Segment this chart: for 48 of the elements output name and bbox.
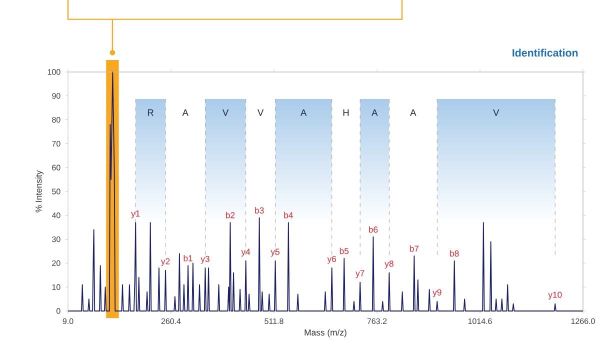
annotation: A — [410, 109, 416, 116]
y-tick-label: 70 — [52, 140, 60, 147]
band-label: V — [493, 109, 500, 116]
chart-title: Identification — [512, 48, 578, 57]
band-label: V — [222, 109, 229, 116]
annotation: b2 — [226, 212, 235, 218]
y-tick-label: 0 — [56, 308, 60, 314]
annotation: b5 — [340, 248, 349, 254]
x-tick-label: 763.2 — [367, 318, 387, 324]
annotation: y10 — [548, 292, 562, 300]
x-tick-label: 511.8 — [264, 318, 284, 324]
y-tick-label: 20 — [52, 260, 60, 266]
annotation: y2 — [160, 258, 170, 266]
annotation: H — [343, 109, 349, 116]
annotation: y9 — [432, 289, 442, 298]
y-tick-label: 60 — [52, 164, 60, 170]
band-label: R — [148, 109, 154, 116]
x-tick-label: 1014.6 — [468, 318, 492, 324]
annotation: A — [182, 109, 188, 116]
y-tick-label: 100 — [48, 69, 60, 75]
annotation: y6 — [327, 256, 336, 264]
x-tick-label: 1266.0 — [571, 318, 595, 324]
x-axis-title: Mass (m/z) — [304, 329, 346, 338]
annotation: y4 — [241, 248, 250, 257]
annotation: V — [257, 109, 264, 116]
line-series — [68, 72, 584, 312]
annotation: b4 — [284, 212, 293, 218]
y-tick-label: 50 — [52, 188, 60, 194]
x-tick-label: 260.4 — [161, 318, 181, 324]
y-axis-title: % Intensity — [35, 170, 44, 212]
band-label: A — [300, 109, 307, 116]
y-tick-label: 40 — [52, 212, 60, 218]
annotation: y5 — [270, 248, 280, 257]
annotation: b1 — [184, 254, 192, 262]
band-label: A — [372, 109, 378, 116]
y-tick-label: 90 — [52, 93, 60, 99]
annotation: b7 — [410, 245, 419, 252]
y-tick-label: 80 — [52, 116, 60, 123]
x-tick-label: 9.0 — [62, 318, 74, 324]
y-tick-label: 10 — [52, 284, 60, 290]
annotation: y1 — [131, 210, 140, 218]
annotation: b8 — [450, 250, 459, 257]
annotation: b3 — [255, 207, 264, 214]
annotation: y3 — [200, 256, 210, 264]
annotation: y8 — [384, 260, 394, 268]
annotation: b6 — [368, 226, 378, 233]
y-tick-label: 30 — [52, 236, 60, 242]
annotation: y7 — [356, 270, 364, 278]
